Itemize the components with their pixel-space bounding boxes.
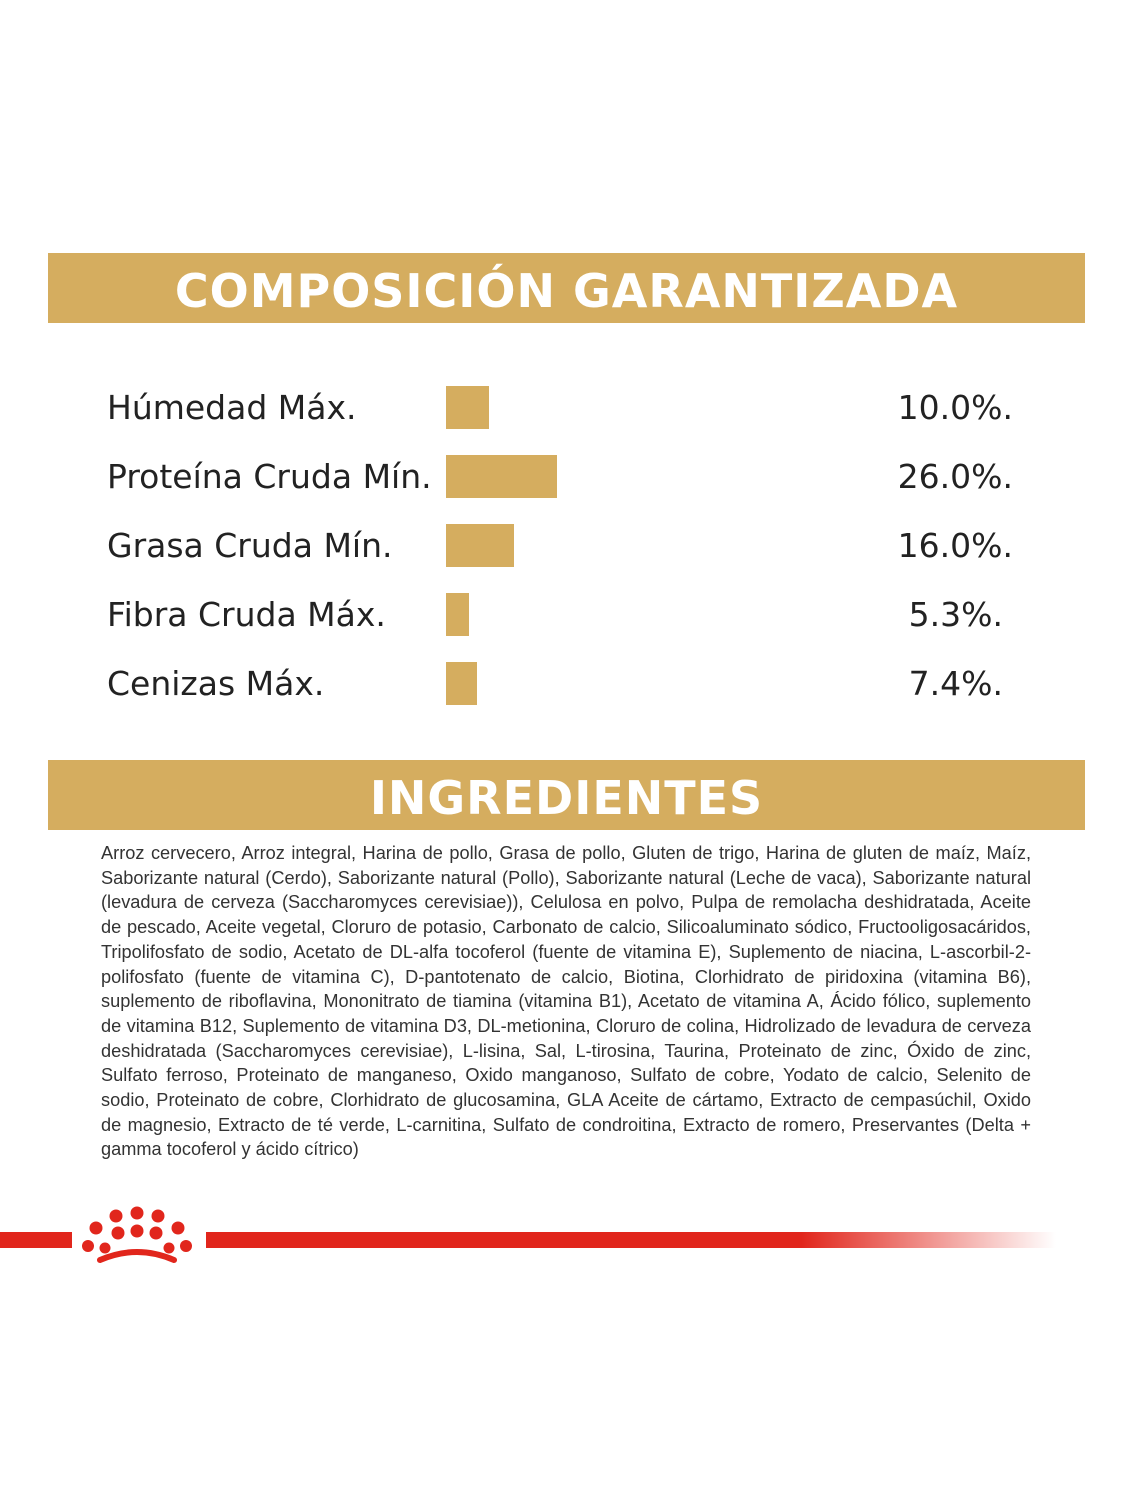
- ingredients-title: INGREDIENTES: [369, 771, 764, 825]
- nutrient-bar: [446, 455, 557, 498]
- nutrient-label: Proteína Cruda Mín.: [107, 457, 432, 496]
- nutrient-row: Cenizas Máx. 7.4%.: [0, 662, 1125, 706]
- nutrient-row: Húmedad Máx. 10.0%.: [0, 386, 1125, 430]
- nutrient-label: Cenizas Máx.: [107, 664, 325, 703]
- footer-red-line-left: [0, 1232, 72, 1248]
- nutrient-label: Grasa Cruda Mín.: [107, 526, 393, 565]
- composition-banner: COMPOSICIÓN GARANTIZADA: [48, 253, 1085, 323]
- nutrient-bar: [446, 386, 489, 429]
- nutrient-bar: [446, 524, 514, 567]
- royal-canin-crown-icon: [82, 1206, 192, 1263]
- ingredients-banner: INGREDIENTES: [48, 760, 1085, 830]
- nutrient-bar: [446, 593, 469, 636]
- nutrient-label: Fibra Cruda Máx.: [107, 595, 386, 634]
- nutrient-row: Fibra Cruda Máx. 5.3%.: [0, 593, 1125, 637]
- nutrient-bar: [446, 662, 478, 705]
- nutrient-row: Grasa Cruda Mín. 16.0%.: [0, 524, 1125, 568]
- nutrient-value: 16.0%.: [897, 526, 1013, 565]
- footer-red-line-right: [206, 1232, 1056, 1248]
- nutrient-label: Húmedad Máx.: [107, 388, 357, 427]
- ingredients-list: Arroz cervecero, Arroz integral, Harina …: [101, 843, 1031, 1160]
- nutrient-value: 26.0%.: [897, 457, 1013, 496]
- nutrient-row: Proteína Cruda Mín. 26.0%.: [0, 455, 1125, 499]
- composition-title: COMPOSICIÓN GARANTIZADA: [174, 264, 959, 318]
- nutrient-value: 5.3%.: [908, 595, 1003, 634]
- nutrient-value: 7.4%.: [908, 664, 1003, 703]
- nutrient-value: 10.0%.: [897, 388, 1013, 427]
